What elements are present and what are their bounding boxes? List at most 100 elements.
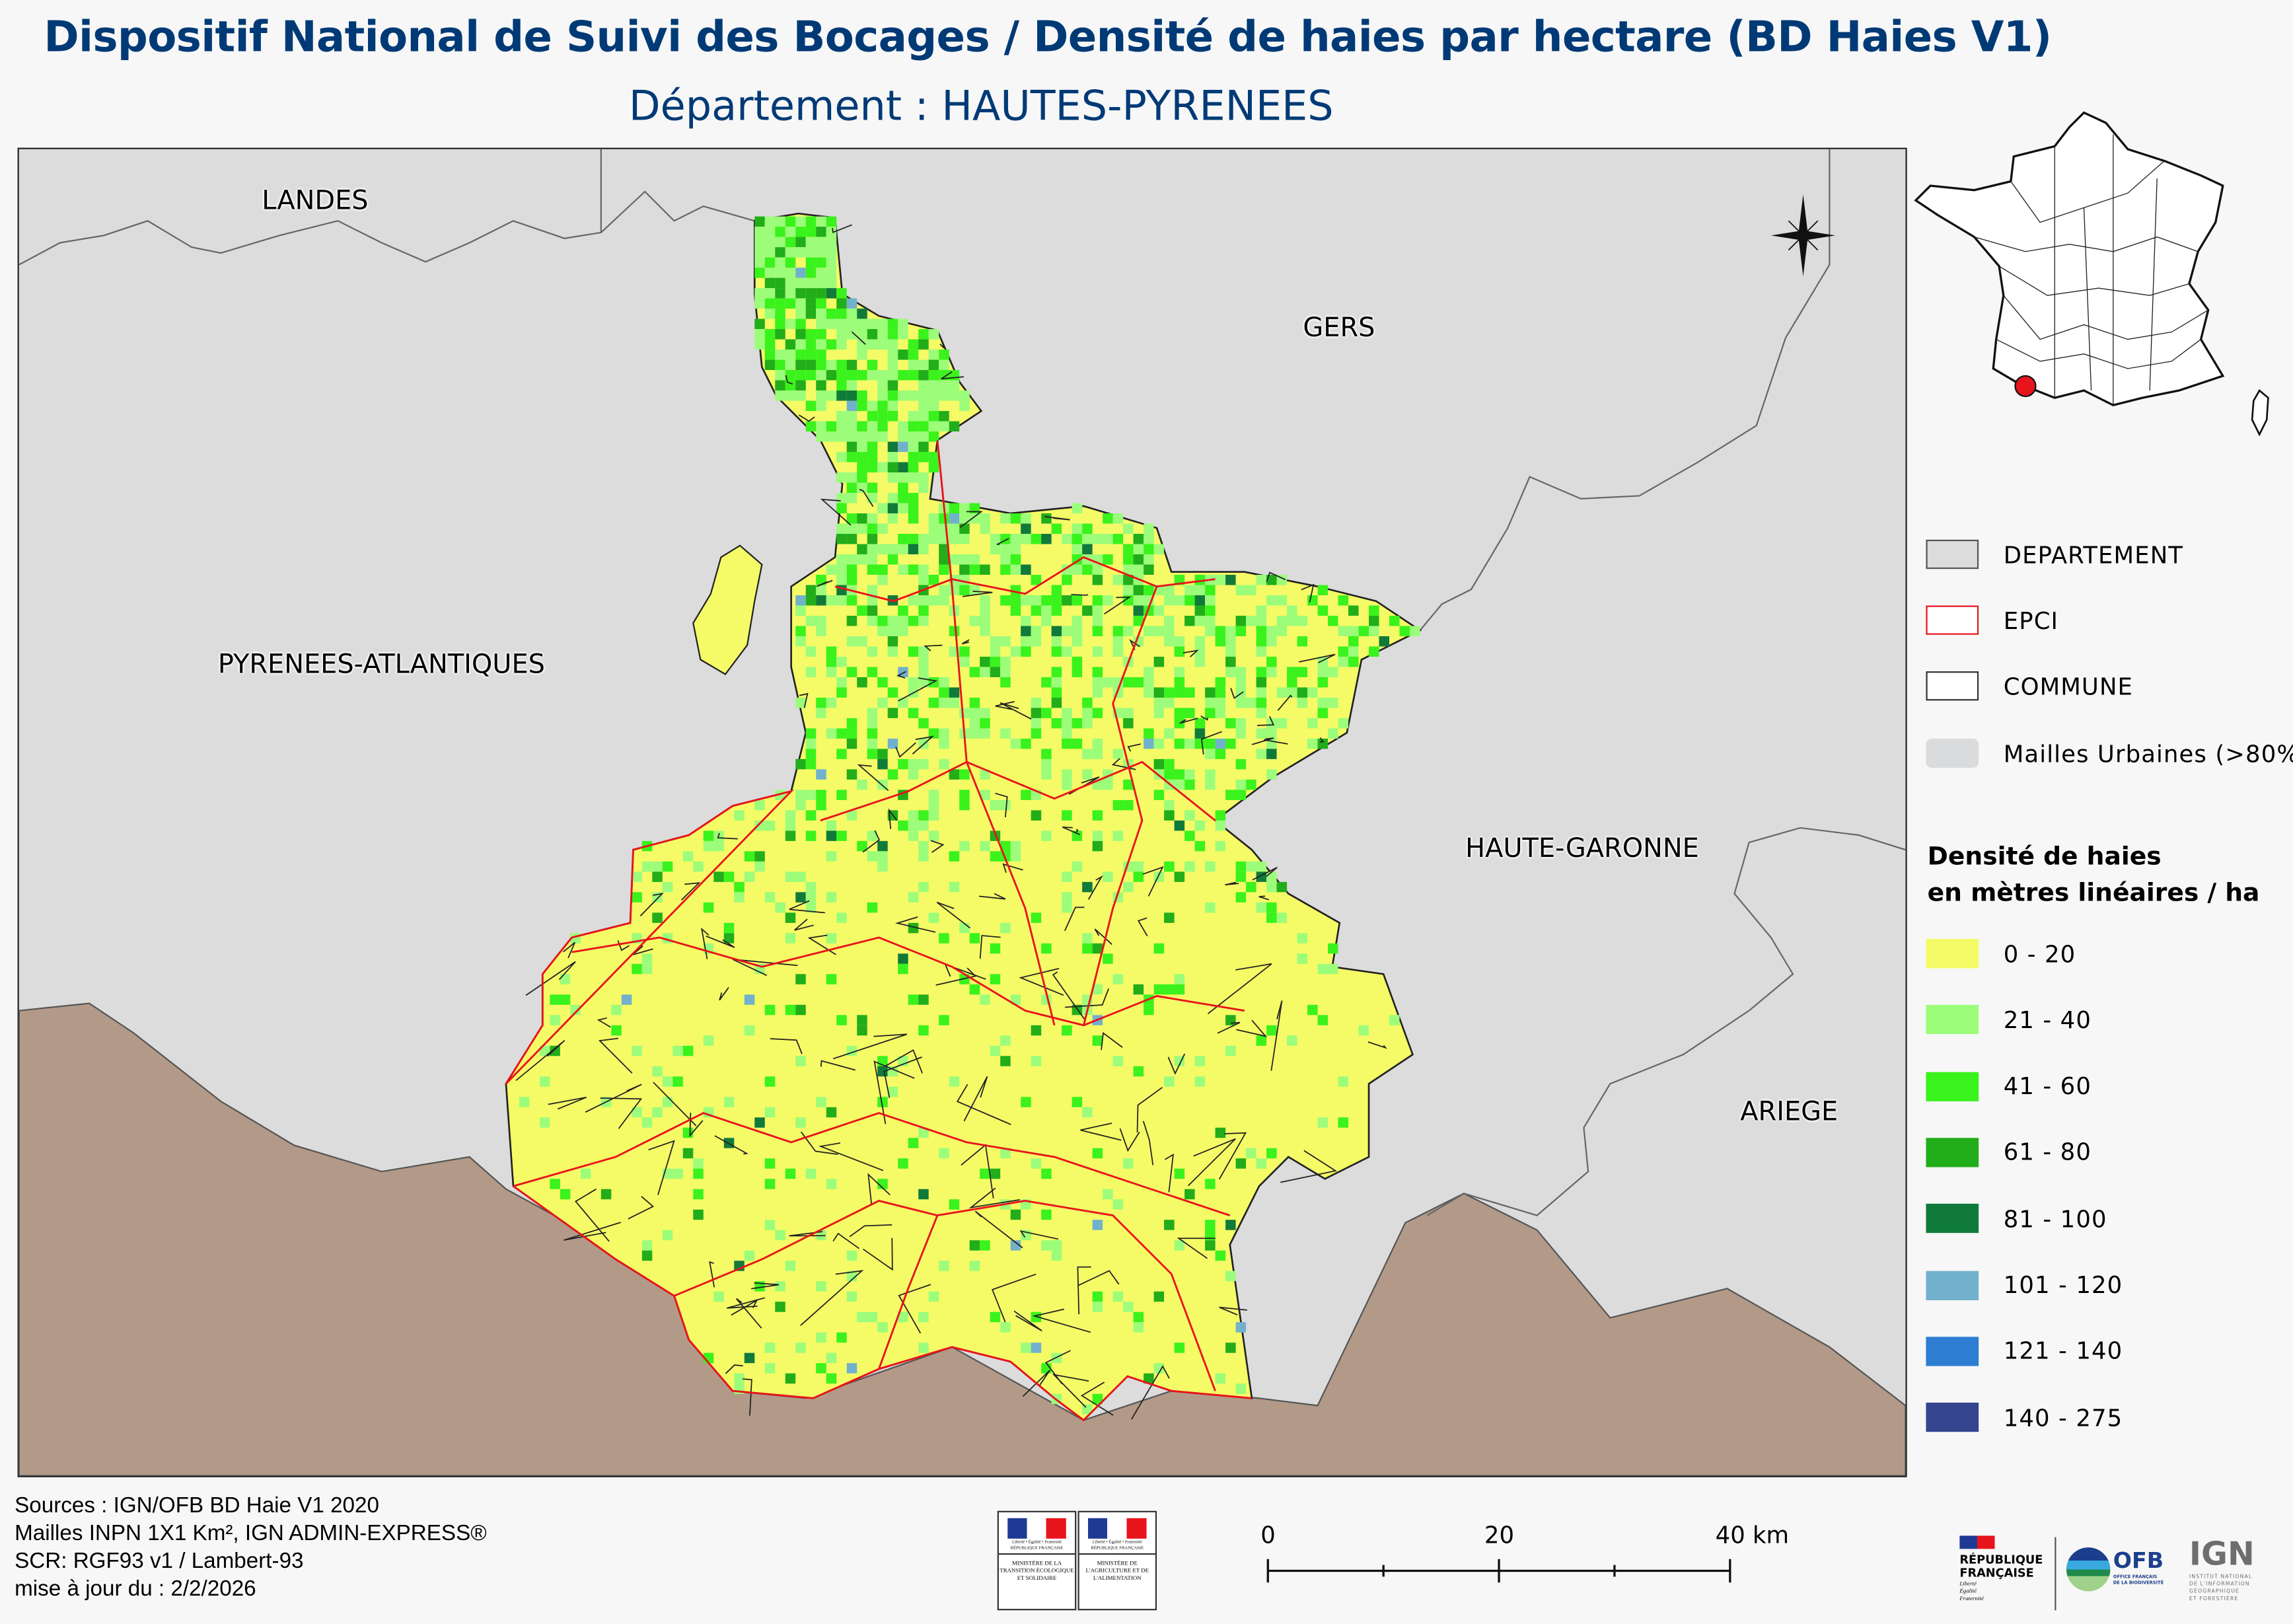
legend-label: 0 - 20 <box>2003 940 2076 968</box>
density-cell <box>1051 667 1062 677</box>
density-cell <box>846 359 857 371</box>
density-cell <box>1123 1302 1134 1312</box>
density-cell <box>1021 615 1031 626</box>
commune-border <box>895 742 916 758</box>
density-cell <box>1051 697 1062 708</box>
density-cell <box>836 503 847 514</box>
density-cell <box>693 1189 704 1200</box>
density-cell <box>1358 626 1369 636</box>
density-cell <box>1215 810 1226 821</box>
label-ariege: ARIEGE <box>1740 1097 1838 1128</box>
density-cell <box>1225 1045 1236 1056</box>
density-cell <box>693 1209 704 1220</box>
density-cell <box>795 636 806 647</box>
landes-border <box>18 149 602 266</box>
density-cell <box>611 1025 622 1036</box>
density-cell <box>1328 963 1338 975</box>
commune-border <box>820 1060 856 1071</box>
density-cell <box>826 656 837 667</box>
density-cell <box>1256 902 1267 913</box>
density-cell <box>959 585 970 595</box>
density-cell <box>846 441 857 453</box>
density-cell <box>1041 758 1052 770</box>
density-cell <box>1174 1240 1185 1251</box>
density-cell <box>1000 564 1011 575</box>
density-cell <box>1174 820 1185 831</box>
density-cell <box>969 667 980 677</box>
density-cell <box>795 288 806 299</box>
density-cell <box>1144 728 1154 739</box>
density-cell <box>764 820 776 831</box>
density-cell <box>816 595 826 606</box>
density-cell <box>1153 708 1165 718</box>
commune-border <box>873 1060 915 1125</box>
density-cell <box>1174 984 1185 995</box>
density-cell <box>887 1086 898 1097</box>
density-cell <box>898 544 908 554</box>
density-cell <box>764 1179 776 1189</box>
density-cell <box>846 318 857 330</box>
density-cell <box>908 493 919 503</box>
density-cell <box>918 646 929 657</box>
density-cell <box>1307 595 1318 606</box>
density-cell <box>764 268 776 278</box>
density-cell <box>836 452 847 462</box>
commune-border <box>1236 1019 1268 1037</box>
density-cell <box>939 677 949 688</box>
density-cell <box>846 400 857 412</box>
density-cells <box>519 216 1420 1415</box>
commune-border <box>1101 1031 1123 1051</box>
density-cell <box>1338 1076 1349 1087</box>
density-cell <box>980 1168 990 1179</box>
commune-border <box>996 538 1009 546</box>
density-cell <box>1389 1015 1400 1025</box>
density-cell <box>918 615 929 626</box>
density-cell <box>1082 769 1093 780</box>
density-cell <box>713 871 724 882</box>
density-cell <box>1000 840 1011 852</box>
density-cell <box>908 994 919 1005</box>
density-cell <box>949 370 960 381</box>
density-cell <box>1062 871 1072 882</box>
density-cell <box>1031 1056 1042 1066</box>
density-cell <box>1062 718 1072 729</box>
density-cell <box>1164 595 1175 606</box>
density-cell <box>1021 534 1031 544</box>
density-cell <box>1328 615 1338 626</box>
density-cell <box>1215 738 1226 749</box>
density-cell <box>846 411 857 422</box>
density-cell <box>795 790 806 800</box>
density-cell <box>775 216 785 227</box>
density-cell <box>816 329 826 340</box>
density-cell <box>908 462 919 473</box>
density-cell <box>959 922 970 934</box>
ministry-name: MINISTÈRE DE L'AGRICULTURE ET DE L'ALIME… <box>1085 1559 1149 1582</box>
density-cell <box>949 503 960 514</box>
density-cell <box>1000 667 1011 677</box>
density-cell <box>939 758 949 770</box>
commune-border <box>832 224 852 233</box>
density-cell <box>846 574 857 585</box>
density-cell <box>1153 1363 1165 1374</box>
density-cell <box>795 329 806 340</box>
density-cell <box>867 902 878 913</box>
density-cell <box>980 595 990 606</box>
density-cell <box>908 339 919 350</box>
north-arrow <box>1770 194 1836 277</box>
density-cell <box>836 370 847 381</box>
density-cell <box>744 994 755 1005</box>
density-cell <box>785 912 796 923</box>
commune-border <box>936 901 971 929</box>
density-cell <box>1072 738 1083 749</box>
density-cell <box>1225 790 1236 800</box>
commune-border <box>1022 1370 1050 1397</box>
density-cell <box>1184 585 1195 595</box>
main-map[interactable]: LANDES GERS PYRENEES-ATLANTIQUES HAUTE-G… <box>17 147 1907 1477</box>
commune-border <box>727 1297 765 1309</box>
density-cell <box>826 390 837 401</box>
commune-border <box>862 830 881 853</box>
density-cell <box>918 359 929 371</box>
density-cell <box>887 615 898 626</box>
commune-border <box>1044 515 1070 521</box>
density-cell <box>1133 544 1144 554</box>
